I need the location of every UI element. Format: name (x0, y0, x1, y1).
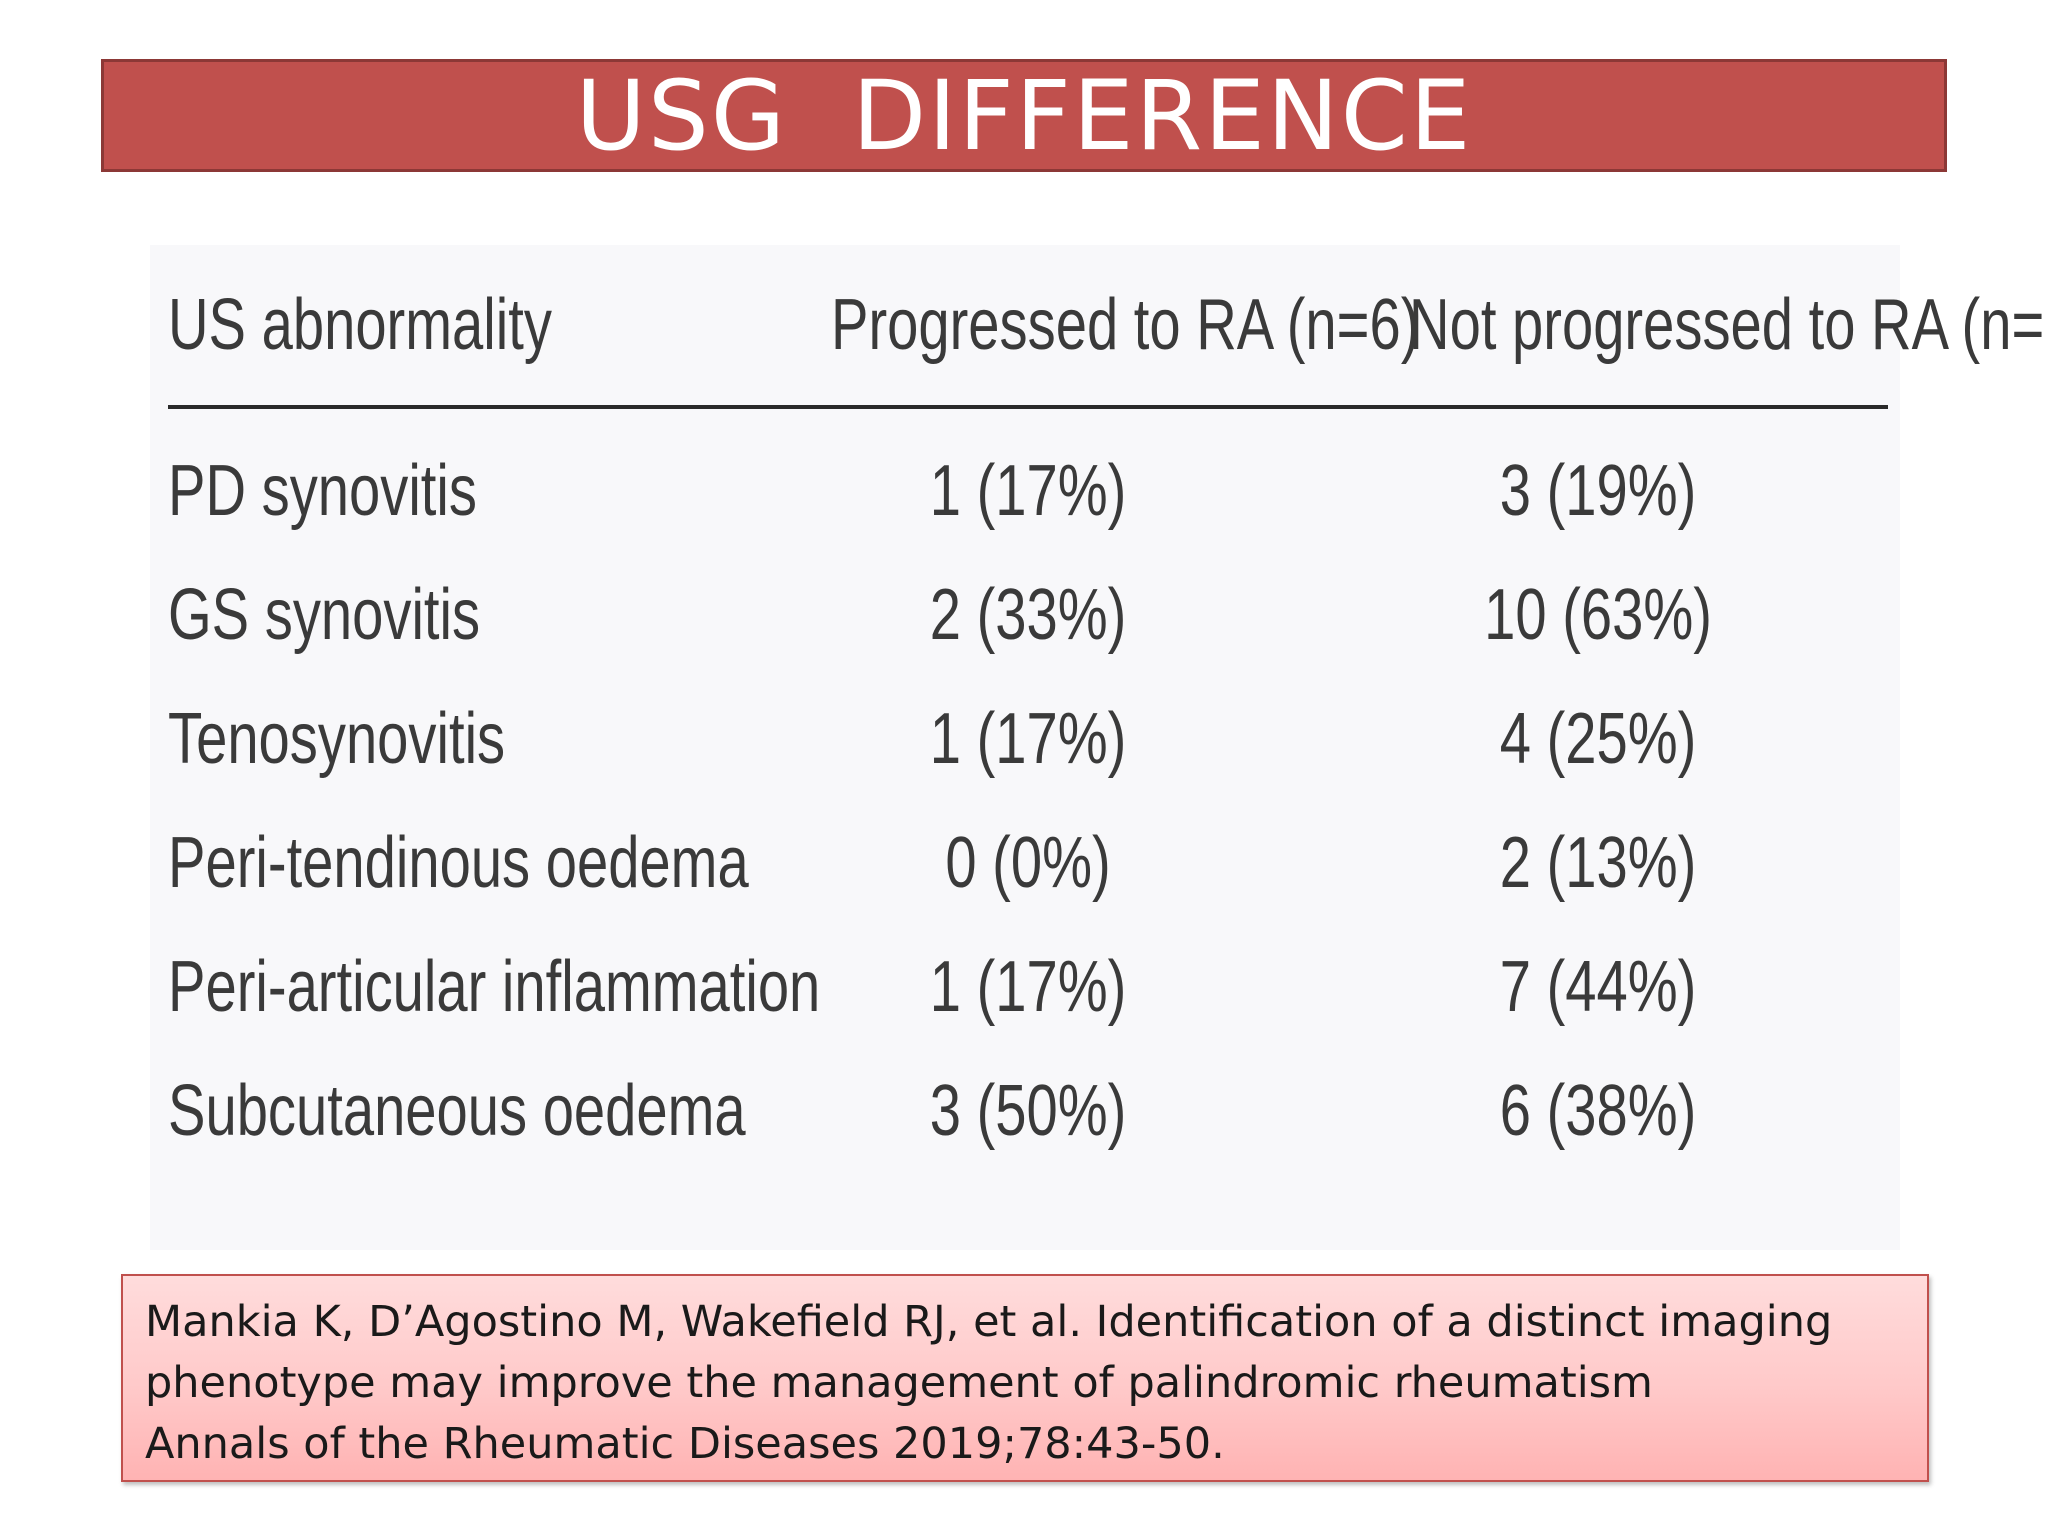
table-row: GS synovitis 2 (33%) 10 (63%) (168, 553, 1888, 677)
table-body: PD synovitis 1 (17%) 3 (19%) GS synoviti… (168, 409, 1888, 1173)
header-us-abnormality: US abnormality (168, 285, 552, 365)
not-progressed-value: 10 (63%) (1484, 575, 1712, 655)
header-progressed: Progressed to RA (n=6) (830, 285, 1420, 365)
table-row: PD synovitis 1 (17%) 3 (19%) (168, 429, 1888, 553)
title-bar: USG DIFFERENCE (101, 59, 1947, 172)
row-label: Peri-tendinous oedema (168, 823, 749, 903)
table-row: Peri-articular inflammation 1 (17%) 7 (4… (168, 925, 1888, 1049)
slide-title: USG DIFFERENCE (575, 59, 1473, 172)
not-progressed-value: 4 (25%) (1499, 699, 1697, 779)
abnormality-table: US abnormality Progressed to RA (n=6) No… (168, 245, 2048, 1173)
row-label: Subcutaneous oedema (168, 1071, 746, 1151)
not-progressed-value: 7 (44%) (1499, 947, 1697, 1027)
row-label: GS synovitis (168, 575, 481, 655)
table-header-row: US abnormality Progressed to RA (n=6) No… (168, 245, 2048, 409)
reference-line: Mankia K, D’Agostino M, Wakefield RJ, et… (145, 1297, 1833, 1347)
reference-line: phenotype may improve the management of … (145, 1358, 1653, 1408)
row-label: PD synovitis (168, 451, 477, 531)
table-row: Tenosynovitis 1 (17%) 4 (25%) (168, 677, 1888, 801)
progressed-value: 3 (50%) (929, 1071, 1127, 1151)
not-progressed-value: 3 (19%) (1499, 451, 1697, 531)
row-label: Peri-articular inflammation (168, 947, 821, 1027)
progressed-value: 1 (17%) (929, 947, 1127, 1027)
progressed-value: 1 (17%) (929, 699, 1127, 779)
table-row: Subcutaneous oedema 3 (50%) 6 (38%) (168, 1049, 1888, 1173)
progressed-value: 2 (33%) (929, 575, 1127, 655)
not-progressed-value: 6 (38%) (1499, 1071, 1697, 1151)
progressed-value: 1 (17%) (929, 451, 1127, 531)
row-label: Tenosynovitis (168, 699, 506, 779)
reference-box: Mankia K, D’Agostino M, Wakefield RJ, et… (121, 1274, 1929, 1482)
progressed-value: 0 (0%) (945, 823, 1111, 903)
reference-line: Annals of the Rheumatic Diseases 2019;78… (145, 1419, 1225, 1469)
table-image: US abnormality Progressed to RA (n=6) No… (150, 245, 2048, 1250)
not-progressed-value: 2 (13%) (1499, 823, 1697, 903)
header-not-progressed: Not progressed to RA (n=16) (1409, 285, 2048, 365)
table-row: Peri-tendinous oedema 0 (0%) 2 (13%) (168, 801, 1888, 925)
